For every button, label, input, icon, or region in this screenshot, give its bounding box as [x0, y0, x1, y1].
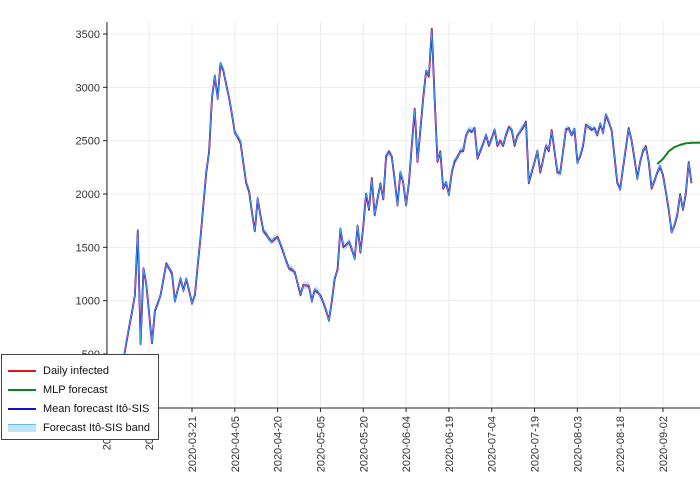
x-tick-label: 2020-09-02: [658, 416, 670, 472]
legend-swatch-forecast-band: [8, 424, 36, 432]
x-tick-label: 2020-05-20: [358, 416, 370, 472]
x-tick-label: 2020-07-04: [487, 416, 499, 472]
legend: Daily infected MLP forecast Mean forecas…: [1, 354, 159, 440]
grid-lines: [105, 22, 700, 408]
x-tick-label: 2020-06-04: [401, 416, 413, 472]
y-tick-label: 3000: [76, 82, 100, 94]
x-tick-label: 2020-06-19: [444, 416, 456, 472]
x-tick-label: 2020-08-03: [572, 416, 584, 472]
legend-label-mean-forecast: Mean forecast Itô-SIS: [43, 403, 150, 415]
x-tick-label: 2020-07-19: [530, 416, 542, 472]
y-tick-label: 2500: [76, 136, 100, 148]
y-tick-label: 1500: [76, 242, 100, 254]
x-tick-label: 2020-08-18: [615, 416, 627, 472]
x-ticks: 2020-02020-02020-03-212020-04-052020-04-…: [101, 408, 670, 472]
legend-item-mlp-forecast: MLP forecast: [8, 382, 108, 398]
x-tick-label: 2020-04-05: [230, 416, 242, 472]
x-tick-label: 2020-05-05: [315, 416, 327, 472]
legend-label-daily-infected: Daily infected: [43, 365, 110, 377]
mlp-forecast-line: [656, 141, 700, 165]
x-tick-label: 2020-04-20: [273, 416, 285, 472]
axes: [106, 22, 700, 409]
legend-item-daily-infected: Daily infected: [8, 363, 109, 379]
legend-item-mean-forecast: Mean forecast Itô-SIS: [8, 401, 149, 417]
legend-swatch-mean-forecast: [8, 408, 36, 410]
legend-swatch-daily-infected: [8, 370, 36, 372]
y-tick-label: 1000: [76, 296, 100, 308]
y-tick-label: 3500: [76, 29, 100, 41]
legend-label-forecast-band: Forecast Itô-SIS band: [43, 422, 150, 434]
series: [119, 26, 700, 378]
y-ticks: 500100015002000250030003500: [76, 29, 107, 361]
x-tick-label: 2020-03-21: [187, 416, 199, 472]
y-tick-label: 2000: [76, 189, 100, 201]
legend-label-mlp-forecast: MLP forecast: [43, 384, 108, 396]
legend-item-forecast-band: Forecast Itô-SIS band: [8, 420, 150, 436]
forecast-band-edge: [120, 29, 692, 375]
legend-swatch-mlp-forecast: [8, 389, 36, 391]
